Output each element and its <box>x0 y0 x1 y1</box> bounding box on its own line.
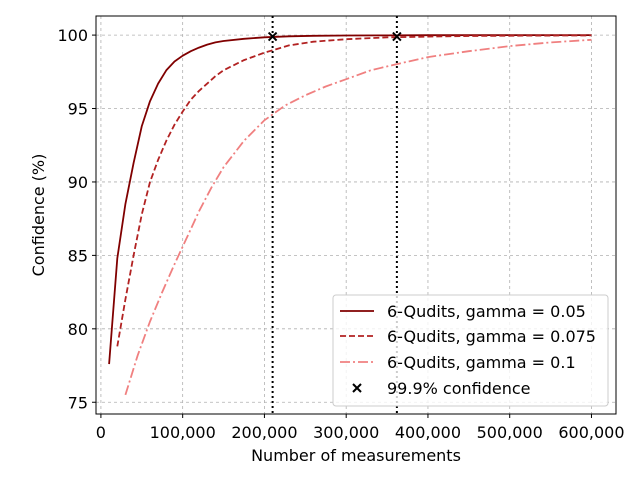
series-line-3 <box>124 38 592 396</box>
y-tick-label: 90 <box>68 173 88 192</box>
y-tick-label: 100 <box>57 26 88 45</box>
legend-box <box>332 294 609 407</box>
x-tick-label: 500,000 <box>477 423 543 442</box>
series-lines <box>108 34 592 396</box>
plot-frame <box>95 15 617 415</box>
legend-label-2: 6-Qudits, gamma = 0.075 <box>387 327 596 346</box>
x-tick-label: 0 <box>96 423 106 442</box>
x-tick-label: 300,000 <box>313 423 379 442</box>
legend-marker-swatch <box>352 383 362 393</box>
series-line-1 <box>108 34 592 365</box>
confidence-markers <box>267 31 402 42</box>
x-axis-label: Number of measurements <box>251 446 461 465</box>
y-tick-label: 75 <box>68 393 88 412</box>
x-tick-label: 200,000 <box>231 423 297 442</box>
series-line-2 <box>116 34 592 347</box>
x-tick-label: 100,000 <box>150 423 216 442</box>
y-tick-label: 95 <box>68 100 88 119</box>
x-tick-label: 400,000 <box>395 423 461 442</box>
legend: 6-Qudits, gamma = 0.05 6-Qudits, gamma = … <box>332 294 609 407</box>
legend-label-3: 6-Qudits, gamma = 0.1 <box>387 353 576 372</box>
legend-label-1: 6-Qudits, gamma = 0.05 <box>387 302 586 321</box>
y-tick-label: 80 <box>68 320 88 339</box>
x-tick-label: 600,000 <box>558 423 624 442</box>
legend-label-markers: 99.9% confidence <box>387 379 531 398</box>
confidence-marker <box>392 31 402 42</box>
axis-ticks: 0 100,000 200,000 300,000 400,000 500,000 600,… <box>57 26 624 442</box>
confidence-marker <box>267 31 278 42</box>
y-tick-label: 85 <box>68 246 88 265</box>
y-axis-label: Confidence (%) <box>29 154 48 277</box>
